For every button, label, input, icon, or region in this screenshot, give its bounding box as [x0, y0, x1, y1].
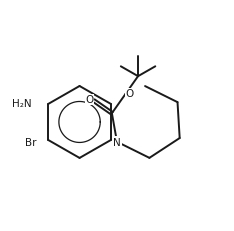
Text: Br: Br — [25, 138, 37, 148]
Text: H₂N: H₂N — [12, 98, 32, 108]
Text: O: O — [85, 95, 94, 105]
Text: O: O — [125, 89, 134, 99]
Text: N: N — [113, 137, 121, 147]
